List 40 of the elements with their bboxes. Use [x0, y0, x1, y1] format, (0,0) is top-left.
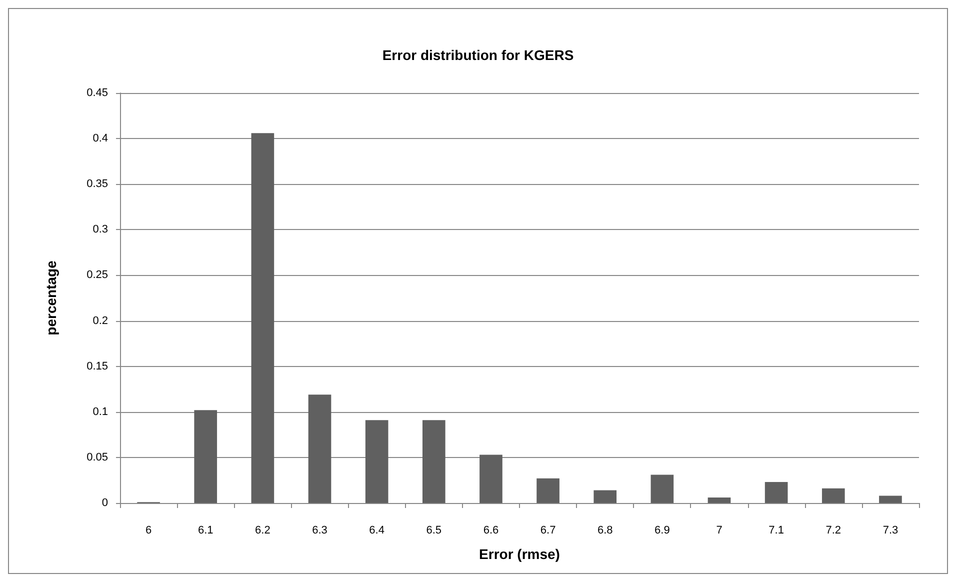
x-tick-label: 7 [716, 524, 722, 536]
x-axis-title: Error (rmse) [479, 546, 560, 562]
y-tick-label: 0.05 [86, 451, 108, 464]
y-tick-label: 0 [102, 497, 108, 509]
y-tick-label: 0.45 [86, 87, 108, 99]
x-tick-label: 6.8 [597, 524, 613, 536]
y-tick-label: 0.3 [92, 224, 108, 236]
x-tick-label: 6.5 [426, 524, 442, 536]
x-tick-label: 6.1 [198, 524, 214, 536]
x-tick-label: 7.2 [826, 524, 842, 536]
bar [308, 394, 332, 503]
bar [365, 420, 388, 503]
bar [194, 410, 218, 503]
bar [422, 420, 446, 503]
y-tick-label: 0.35 [86, 178, 108, 190]
bar [536, 478, 560, 503]
y-tick-label: 0.15 [86, 360, 108, 372]
bar [650, 474, 674, 503]
bar [594, 490, 617, 503]
x-tick-label: 6.7 [540, 524, 556, 536]
x-tick-label: 6.9 [654, 524, 670, 536]
x-tick-label: 7.3 [882, 524, 898, 536]
bar [708, 498, 731, 503]
y-tick-label: 0.4 [92, 132, 108, 145]
y-tick-label: 0.2 [92, 314, 108, 327]
y-tick-label: 0.1 [92, 406, 108, 418]
bar [251, 133, 274, 503]
y-axis-title: percentage [43, 260, 59, 336]
bar [480, 454, 502, 503]
bar [822, 488, 845, 503]
y-tick-label: 0.25 [86, 269, 108, 282]
bar [879, 496, 902, 503]
x-tick-label: 7.1 [768, 524, 784, 536]
chart-title: Error distribution for KGERS [382, 47, 574, 63]
x-tick-label: 6.3 [312, 524, 328, 536]
x-tick-label: 6.2 [255, 524, 270, 536]
x-tick-label: 6 [145, 524, 152, 536]
bar [764, 482, 788, 503]
x-tick-label: 6.6 [483, 524, 499, 536]
x-tick-label: 6.4 [369, 524, 384, 536]
